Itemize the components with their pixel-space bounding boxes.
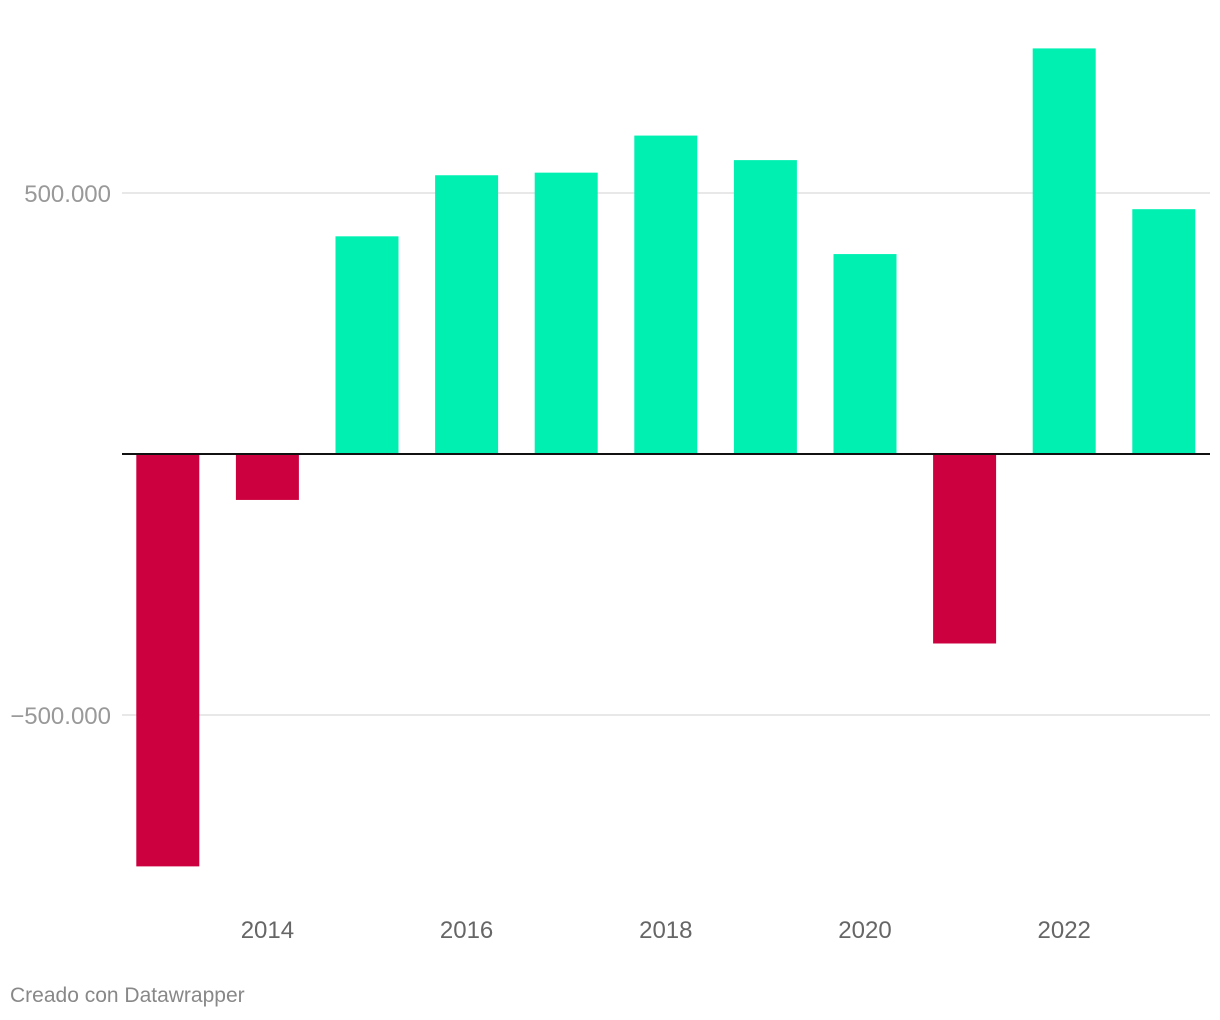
x-tick-label-2018: 2018: [639, 917, 692, 944]
bar-2021: [933, 454, 997, 644]
bar-chart: 500.000 −500.000 2014 2016 2018 2020 2022: [10, 48, 1210, 944]
y-tick-label: −500.000: [10, 703, 111, 730]
bar-2014: [235, 454, 299, 500]
footer-credit: Creado con Datawrapper: [10, 984, 245, 1007]
bar-2023: [1132, 209, 1196, 454]
x-tick-label-2014: 2014: [241, 917, 294, 944]
bar-2019: [733, 160, 797, 454]
bar-2013: [136, 454, 200, 867]
bar-2020: [833, 254, 897, 454]
grid-layer: 500.000 −500.000: [10, 181, 1210, 730]
bar-2017: [534, 172, 598, 454]
label-layer: 2014 2016 2018 2020 2022: [241, 917, 1091, 944]
x-tick-label-2020: 2020: [838, 917, 891, 944]
bar-2015: [335, 236, 399, 454]
bar-2022: [1032, 48, 1096, 454]
bar-2018: [634, 135, 698, 454]
x-tick-label-2016: 2016: [440, 917, 493, 944]
y-tick-label: 500.000: [24, 181, 111, 208]
bar-layer: [136, 48, 1196, 867]
x-tick-label-2022: 2022: [1038, 917, 1091, 944]
bar-2016: [435, 175, 499, 454]
